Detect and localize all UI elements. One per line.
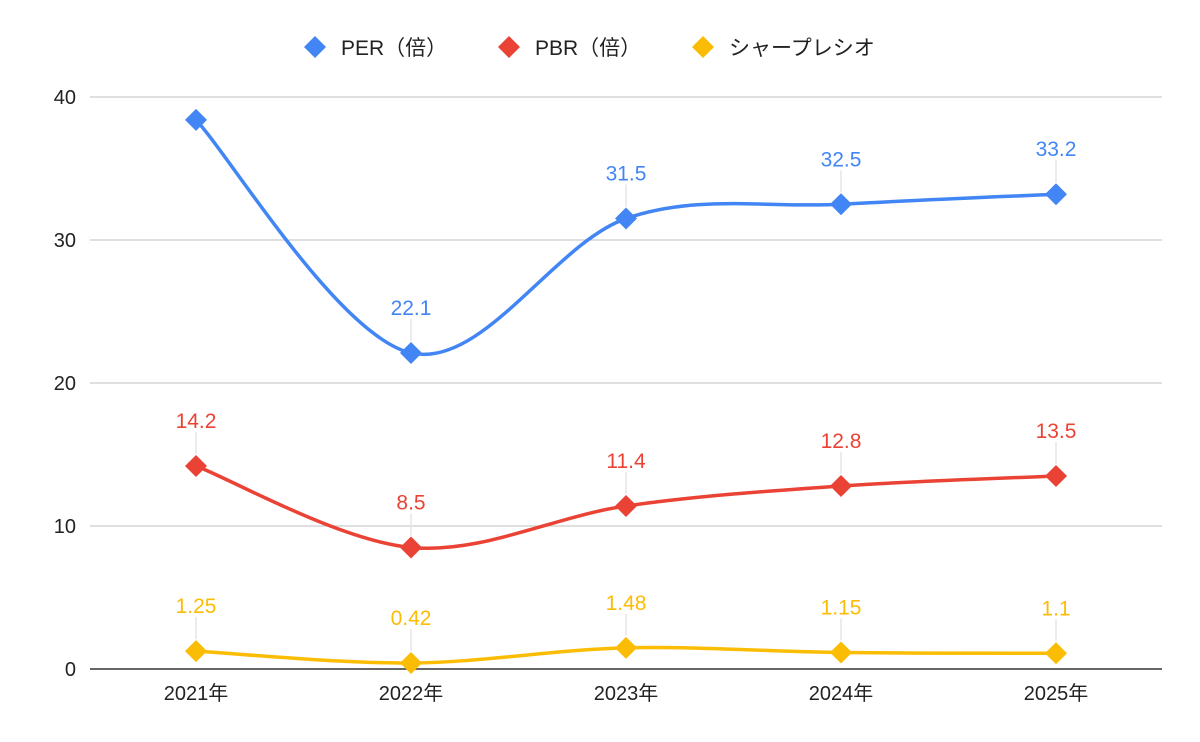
x-tick-label: 2022年 (379, 682, 444, 705)
legend-label: PBR（倍） (535, 37, 641, 60)
data-point (615, 494, 637, 517)
y-tick-label: 40 (54, 87, 76, 109)
x-tick-label: 2025年 (1024, 682, 1089, 705)
data-point (185, 108, 207, 131)
data-point (830, 193, 852, 216)
data-point (830, 641, 852, 664)
data-label: 1.15 (821, 597, 862, 620)
data-label: 12.8 (821, 430, 862, 453)
data-point (400, 651, 422, 674)
legend: PER（倍） PBR（倍） シャープレシオ (304, 36, 875, 60)
y-tick-label: 30 (54, 230, 76, 252)
y-tick-label: 0 (65, 659, 76, 681)
data-label: 11.4 (606, 450, 646, 473)
data-label: 13.5 (1036, 420, 1077, 443)
data-point (400, 536, 422, 559)
data-point (615, 207, 637, 230)
data-label: 32.5 (821, 148, 862, 171)
x-tick-label: 2021年 (164, 682, 229, 705)
data-point (1045, 464, 1067, 487)
data-point (400, 341, 422, 364)
data-label: 8.5 (396, 491, 425, 514)
data-label: 1.1 (1041, 597, 1070, 620)
data-point (185, 454, 207, 477)
data-labels: 22.1 31.5 32.5 33.2 14.2 8.5 11.4 12.8 13.5 1.25 0… (176, 138, 1077, 651)
series-line-0 (194, 118, 1057, 357)
data-label: 33.2 (1036, 138, 1077, 161)
data-point (1045, 183, 1067, 206)
x-axis-ticks: 2021年 2022年 2023年 2024年 2025年 (164, 682, 1089, 705)
y-tick-label: 20 (54, 373, 76, 395)
data-point (615, 636, 637, 659)
data-label: 31.5 (606, 163, 647, 186)
legend-label: シャープレシオ (729, 37, 875, 60)
y-axis-ticks: 0 10 20 30 40 (54, 87, 76, 681)
legend-marker-0 (304, 36, 326, 58)
data-point (185, 640, 207, 663)
x-tick-label: 2023年 (594, 682, 659, 705)
y-tick-label: 10 (54, 516, 76, 538)
gridlines (90, 96, 1162, 670)
x-tick-label: 2024年 (809, 682, 874, 705)
data-label: 1.48 (606, 592, 647, 615)
series-group (185, 108, 1067, 674)
legend-label: PER（倍） (341, 37, 447, 60)
legend-marker-2 (692, 36, 714, 58)
data-point (830, 474, 852, 497)
data-label: 14.2 (176, 410, 217, 433)
data-label: 22.1 (391, 297, 432, 320)
data-label: 0.42 (391, 607, 432, 630)
legend-marker-1 (498, 36, 520, 58)
data-point (1045, 642, 1067, 665)
data-label: 1.25 (176, 595, 217, 618)
